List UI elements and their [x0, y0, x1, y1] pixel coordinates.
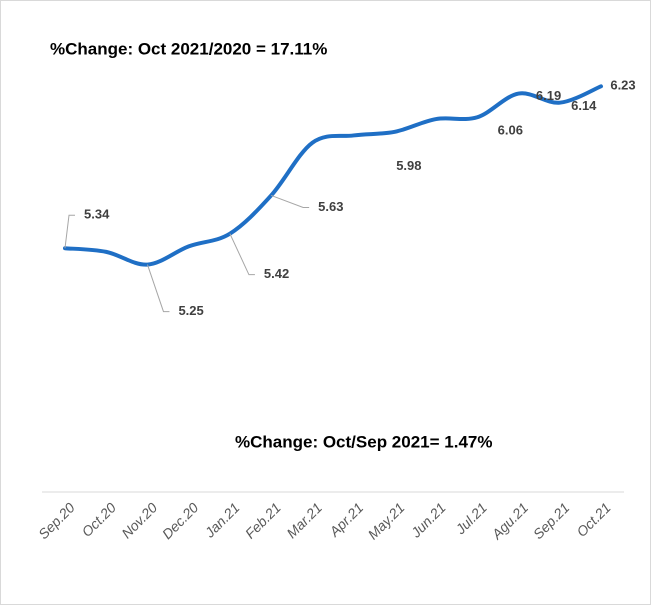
leader-line — [64, 214, 75, 249]
data-label: 6.23 — [610, 78, 635, 93]
data-label: 5.34 — [84, 207, 110, 222]
data-label: 5.25 — [178, 303, 203, 318]
data-label: 5.42 — [264, 266, 289, 281]
data-label: 5.98 — [396, 158, 421, 173]
annotation: %Change: Oct/Sep 2021= 1.47% — [235, 432, 492, 451]
data-label: 5.63 — [318, 199, 343, 214]
leader-line — [270, 194, 310, 208]
data-label: 6.06 — [498, 123, 523, 138]
leader-line — [229, 233, 255, 276]
data-label: 6.19 — [536, 88, 561, 103]
line — [63, 84, 603, 267]
annotation: %Change: Oct 2021/2020 = 17.11% — [50, 39, 327, 58]
leader-line — [146, 264, 170, 313]
data-label: 6.14 — [571, 98, 597, 113]
